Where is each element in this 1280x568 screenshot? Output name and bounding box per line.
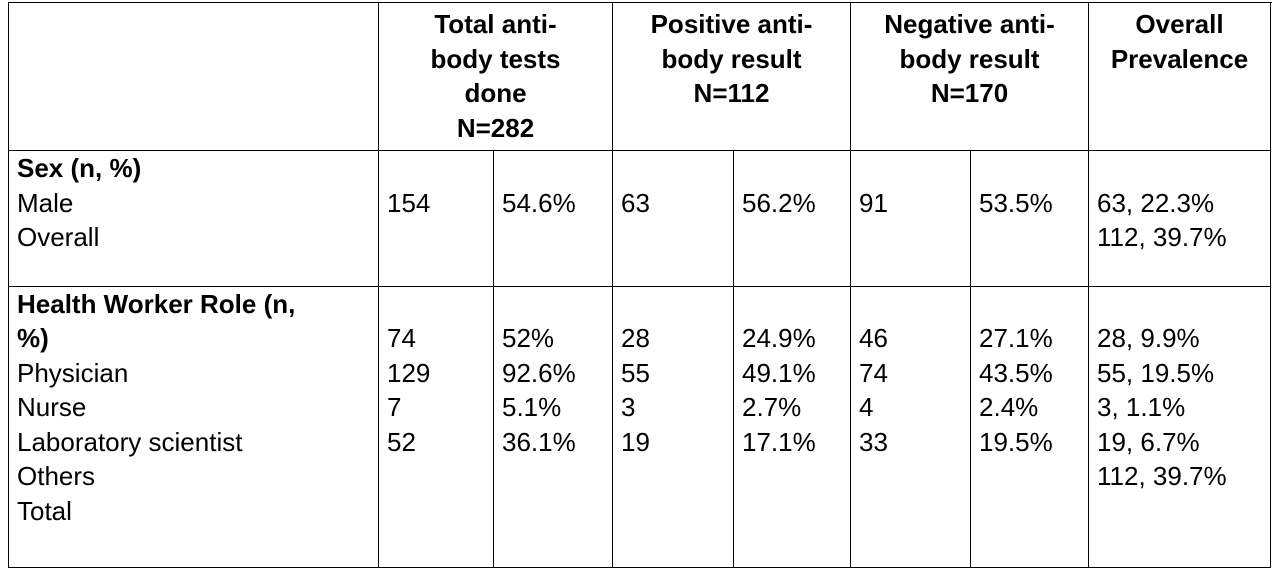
header-cell: Overall Prevalence: [1088, 2, 1272, 151]
cell-value: 28, 9.9%: [1097, 323, 1200, 353]
cell-value: 4: [859, 392, 874, 422]
header-line: Overall: [1135, 9, 1224, 39]
cell-value: 24.9%: [742, 323, 816, 353]
header-line: Total anti-: [434, 9, 557, 39]
header-line: body result: [899, 43, 1040, 74]
table-row: Health Worker Role (n,%) Physician Nurse La…: [8, 285, 1272, 568]
page: Total anti-body tests done N=282 Positive a…: [8, 2, 1272, 568]
cell-value: 112, 39.7%: [1097, 222, 1227, 252]
cell-value: 63, 22.3%: [1097, 187, 1215, 218]
header-cell: Negative anti-body result N=170: [850, 2, 1090, 151]
row-item: Physician: [17, 357, 129, 388]
cell-value: 19.5%: [979, 426, 1053, 457]
header-cell: Total anti-body tests done N=282: [378, 2, 613, 151]
value-cell: 24.9% 49.1% 2.7% 17.1%: [732, 285, 852, 568]
cell-value: 91: [859, 187, 888, 218]
value-cell: 91: [850, 150, 972, 287]
table-body: Total anti-body tests done N=282 Positive a…: [8, 2, 1272, 568]
header-line: Prevalence: [1110, 43, 1249, 74]
row-heading: %): [17, 323, 49, 353]
header-line: Positive anti-: [650, 9, 813, 39]
header-line: done: [464, 78, 527, 108]
value-cell: 46 74 4 33: [850, 285, 972, 568]
row-item: Nurse: [17, 392, 87, 422]
cell-value: 53.5%: [979, 187, 1053, 218]
cell-value: 2.7%: [742, 392, 802, 422]
table-row: Sex (n, %) Male Overall 154 54.6% 63 56.2% 91 53…: [8, 150, 1272, 287]
header-cell: [8, 2, 379, 151]
cell-value: 2.4%: [979, 392, 1039, 422]
row-item: Laboratory scientist: [17, 426, 243, 457]
cell-value: 55, 19.5%: [1097, 357, 1215, 388]
header-line: body result: [661, 43, 802, 74]
cell-value: 3, 1.1%: [1097, 392, 1186, 422]
value-cell: 28 55 3 19: [612, 285, 734, 568]
row-heading: Health Worker Role (n,: [17, 288, 296, 319]
data-table: Total anti-body tests done N=282 Positive a…: [8, 2, 1272, 568]
header-line: Negative anti-: [884, 9, 1055, 39]
cell-value: 28: [621, 323, 650, 353]
row-item: Male: [17, 187, 74, 218]
cell-value: 63: [621, 187, 650, 218]
value-cell: 63: [612, 150, 734, 287]
value-cell: 56.2%: [732, 150, 852, 287]
cell-value: 5.1%: [502, 392, 562, 422]
cell-value: 54.6%: [502, 187, 576, 218]
header-line: N=170: [930, 78, 1009, 108]
header-line: N=282: [456, 112, 535, 143]
cell-value: 19: [621, 426, 650, 457]
row-heading: Sex (n, %): [17, 153, 142, 183]
cell-value: 154: [387, 187, 431, 218]
value-cell: 28, 9.9% 55, 19.5% 3, 1.1% 19, 6.7% 112, 39.…: [1088, 285, 1272, 568]
cell-value: 52%: [502, 323, 555, 353]
value-cell: 53.5%: [970, 150, 1090, 287]
cell-value: 74: [859, 357, 888, 388]
value-cell: 27.1% 43.5% 2.4% 19.5%: [970, 285, 1090, 568]
cell-value: 43.5%: [979, 357, 1053, 388]
cell-value: 27.1%: [979, 323, 1053, 353]
value-cell: 74 129 7 52: [378, 285, 494, 568]
value-cell: 52% 92.6% 5.1% 36.1%: [493, 285, 613, 568]
header-cell: Positive anti-body result N=112: [611, 2, 852, 151]
cell-value: 49.1%: [742, 357, 816, 388]
value-cell: 154: [378, 150, 494, 287]
header-line: body tests: [430, 43, 561, 74]
header-line: N=112: [693, 78, 770, 108]
row-item: Total: [17, 495, 72, 526]
cell-value: 112, 39.7%: [1097, 461, 1227, 491]
row-item: Others: [17, 461, 96, 491]
value-cell: 54.6%: [493, 150, 613, 287]
cell-value: 33: [859, 426, 888, 457]
cell-value: 19, 6.7%: [1097, 426, 1200, 457]
value-cell: 63, 22.3% 112, 39.7%: [1088, 150, 1272, 287]
row-label-cell: Health Worker Role (n,%) Physician Nurse La…: [8, 285, 379, 568]
cell-value: 74: [387, 323, 416, 353]
cell-value: 56.2%: [742, 187, 816, 218]
header-row: Total anti-body tests done N=282 Positive a…: [8, 2, 1272, 151]
row-item: Overall: [17, 222, 100, 252]
cell-value: 55: [621, 357, 650, 388]
cell-value: 36.1%: [502, 426, 576, 457]
cell-value: 129: [387, 357, 431, 388]
cell-value: 3: [621, 392, 636, 422]
cell-value: 92.6%: [502, 357, 576, 388]
cell-value: 17.1%: [742, 426, 816, 457]
row-label-cell: Sex (n, %) Male Overall: [8, 150, 379, 287]
cell-value: 46: [859, 323, 888, 353]
cell-value: 7: [387, 392, 402, 422]
cell-value: 52: [387, 426, 416, 457]
